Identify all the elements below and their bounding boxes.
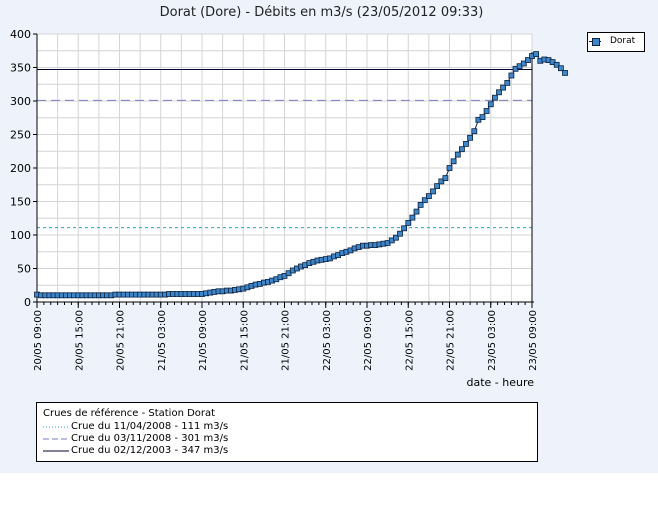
y-tick-label: 100 [10,229,31,242]
chart-plot: 0 50 100 150 200 250 300 350 400 20/05 09:00 20/05… [10,28,568,389]
x-tick-label: 20/05 15:00 [74,310,85,371]
reference-item-label: Crue du 03/11/2008 - 301 m3/s [71,433,229,444]
dotted-line-icon [43,426,69,428]
series-legend: Dorat [587,32,645,52]
reference-item-2008-11: Crue du 03/11/2008 - 301 m3/s [43,433,533,445]
solid-line-icon [43,450,69,452]
data-point [413,208,420,215]
data-point [417,201,424,208]
y-tick-label: 300 [10,95,31,108]
reference-item-2008-04: Crue du 11/04/2008 - 111 m3/s [43,421,533,433]
x-tick-label: 21/05 03:00 [157,310,168,371]
x-tick-label: 21/05 09:00 [198,310,209,371]
x-tick-label: 21/05 21:00 [281,310,292,371]
data-point [430,188,436,195]
data-point [421,197,428,204]
data-point [438,178,445,185]
data-point [446,165,453,171]
reference-floods-legend: Crues de référence - Station Dorat Crue … [36,402,538,462]
data-point [525,57,531,63]
data-point [425,193,432,200]
data-point [553,61,560,68]
data-point [491,94,498,101]
data-point [467,134,474,141]
x-tick-label: 23/05 03:00 [487,310,498,371]
x-tick-label: 22/05 15:00 [404,310,415,371]
data-point [405,219,412,226]
y-tick-label: 0 [24,296,31,309]
x-tick-label: 22/05 09:00 [363,310,374,371]
data-point [496,89,502,96]
reference-legend-title: Crues de référence - Station Dorat [43,408,216,419]
series-dorat [34,51,568,299]
data-point [397,230,403,237]
y-tick-label: 350 [10,62,31,75]
y-tick-label: 400 [10,28,31,41]
x-tick-label: 21/05 15:00 [239,310,250,371]
y-tick-label: 200 [10,162,31,175]
x-tick-label: 20/05 21:00 [116,310,127,371]
legend-label: Dorat [610,36,636,46]
data-point [392,234,399,241]
axes [33,33,534,308]
dashed-line-icon [43,438,69,440]
data-point [504,80,511,86]
data-point [558,65,564,72]
x-tick-label: 22/05 21:00 [446,310,457,371]
data-point [409,214,416,221]
data-point [483,108,490,114]
data-point [500,84,507,91]
data-point [479,114,486,120]
data-point [401,225,408,232]
data-point [487,101,494,108]
reference-item-label: Crue du 11/04/2008 - 111 m3/s [71,421,229,432]
data-point [471,128,478,135]
reference-lines [37,69,532,229]
reference-item-label: Crue du 02/12/2003 - 347 m3/s [71,445,229,456]
x-tick-label: 22/05 03:00 [322,310,333,371]
data-point [533,51,539,57]
grid [36,33,533,303]
x-tick-label: 23/05 09:00 [528,310,539,371]
data-point [508,72,515,79]
data-point [458,146,465,153]
tick-labels: 0 50 100 150 200 250 300 350 400 20/05 09:00 20/05… [10,28,539,371]
x-tick-label: 20/05 09:00 [33,310,44,371]
legend-marker-icon [592,38,600,46]
y-tick-label: 250 [10,129,31,142]
data-point [442,175,449,182]
y-tick-label: 50 [17,263,31,276]
chart-title: Dorat (Dore) - Débits en m3/s (23/05/201… [159,5,484,20]
data-point [520,60,527,67]
data-point [434,183,441,190]
data-point [450,158,457,165]
reference-item-2003-12: Crue du 02/12/2003 - 347 m3/s [43,445,533,457]
data-point [562,70,568,76]
data-point [454,151,461,158]
x-axis-label: date - heure [466,376,534,389]
data-point [463,140,469,147]
y-tick-label: 150 [10,196,31,209]
